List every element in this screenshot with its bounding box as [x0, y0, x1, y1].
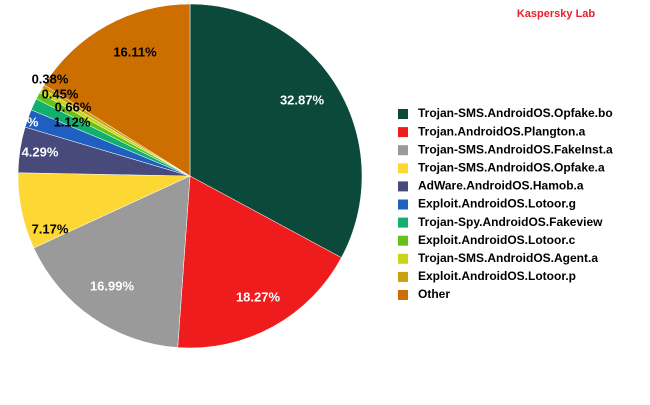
- legend-label: Other: [418, 287, 450, 301]
- data-label: 32.87%: [280, 92, 325, 107]
- pie-slice: [177, 175, 342, 349]
- legend-swatch: [398, 127, 408, 138]
- legend-swatch: [398, 271, 408, 282]
- data-label: 1.12%: [54, 114, 91, 129]
- legend-swatch: [398, 199, 408, 210]
- legend-label: Exploit.AndroidOS.Lotoor.g: [418, 197, 576, 211]
- data-label: 18.27%: [236, 289, 281, 304]
- legend-swatch: [398, 217, 408, 228]
- legend-label: Trojan-SMS.AndroidOS.Opfake.bo: [418, 106, 613, 120]
- legend-swatch: [398, 290, 408, 300]
- source: Kaspersky Lab: [517, 8, 596, 20]
- data-label: 16.11%: [113, 44, 157, 59]
- legend-swatch: [398, 109, 408, 119]
- legend-label: Trojan-SMS.AndroidOS.FakeInst.a: [418, 142, 613, 156]
- legend-swatch: [398, 145, 408, 156]
- pie-slice: [33, 175, 191, 348]
- legend-swatch: [398, 253, 408, 264]
- legend-label: Exploit.AndroidOS.Lotoor.c: [418, 233, 576, 247]
- pie-slice: [43, 3, 191, 177]
- legend-label: Trojan.AndroidOS.Plangton.a: [418, 124, 586, 138]
- data-label: 0.66%: [55, 99, 92, 114]
- data-label: 7.17%: [32, 221, 69, 236]
- legend-label: Trojan-SMS.AndroidOS.Opfake.a: [418, 160, 605, 174]
- data-label: 0.45%: [42, 86, 79, 101]
- legend-label: Trojan-SMS.AndroidOS.Agent.a: [418, 251, 598, 265]
- legend-label: Exploit.AndroidOS.Lotoor.p: [418, 269, 576, 283]
- pie-slice: [189, 3, 363, 258]
- data-label: 16.99%: [90, 278, 135, 293]
- data-label: 0.38%: [32, 71, 69, 86]
- legend-swatch: [398, 181, 408, 192]
- legend-label: Trojan-Spy.AndroidOS.Fakeview: [418, 215, 603, 229]
- legend-swatch: [398, 235, 408, 246]
- data-label: 4.29%: [22, 144, 59, 159]
- data-label: 1.69%: [2, 114, 39, 129]
- legend-swatch: [398, 163, 408, 174]
- legend-label: AdWare.AndroidOS.Hamob.a: [418, 179, 584, 193]
